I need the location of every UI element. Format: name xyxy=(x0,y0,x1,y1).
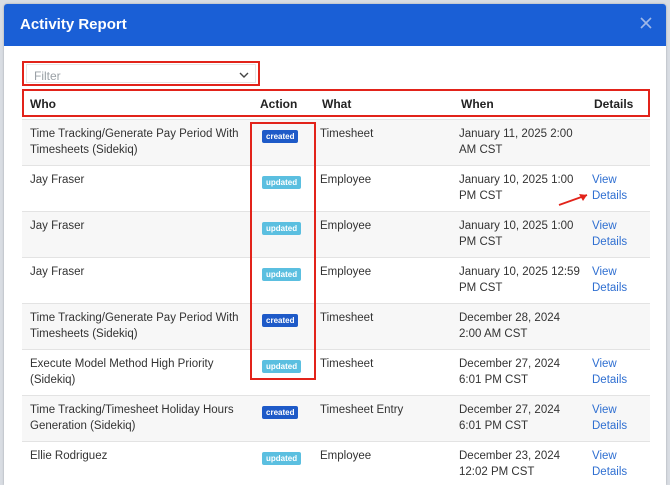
table-row: Time Tracking/Generate Pay Period With T… xyxy=(22,119,650,165)
what-cell: Timesheet Entry xyxy=(320,404,404,416)
column-header-when[interactable]: When xyxy=(461,97,494,111)
column-header-who[interactable]: Who xyxy=(30,97,56,111)
action-badge: created xyxy=(262,314,299,327)
view-details-link[interactable]: View Details xyxy=(592,266,628,294)
action-badge: updated xyxy=(262,360,302,373)
table-row: Execute Model Method High Priority (Side… xyxy=(22,349,650,395)
who-cell: Time Tracking/Generate Pay Period With T… xyxy=(30,128,239,156)
column-header-what[interactable]: What xyxy=(322,97,352,111)
chevron-down-icon[interactable] xyxy=(238,68,250,80)
modal-title: Activity Report xyxy=(20,16,127,33)
what-cell: Employee xyxy=(320,174,372,186)
table-row: Jay Fraser updated Employee January 10, … xyxy=(22,165,650,211)
filter-dropdown[interactable]: Filter xyxy=(22,61,260,86)
when-cell: January 10, 2025 1:00 PM CST xyxy=(459,174,574,202)
action-badge: updated xyxy=(262,222,302,235)
when-cell: January 10, 2025 1:00 PM CST xyxy=(459,220,574,248)
view-details-link[interactable]: View Details xyxy=(592,174,628,202)
action-cell: updated xyxy=(262,174,302,190)
table-row: Ellie Rodriguez updated Employee Decembe… xyxy=(22,441,650,485)
what-cell: Timesheet xyxy=(320,312,374,324)
when-cell: December 27, 2024 6:01 PM CST xyxy=(459,358,561,386)
table-row: Time Tracking/Timesheet Holiday Hours Ge… xyxy=(22,395,650,441)
column-header-action[interactable]: Action xyxy=(260,97,298,111)
filter-select[interactable]: Filter xyxy=(26,64,256,83)
action-badge: updated xyxy=(262,176,302,189)
action-cell: created xyxy=(262,128,299,144)
who-cell: Execute Model Method High Priority (Side… xyxy=(30,358,214,386)
column-header-details[interactable]: Details xyxy=(594,97,634,111)
when-cell: December 23, 2024 12:02 PM CST xyxy=(459,450,561,478)
action-cell: created xyxy=(262,404,299,420)
who-cell: Jay Fraser xyxy=(30,174,85,186)
view-details-link[interactable]: View Details xyxy=(592,358,628,386)
what-cell: Timesheet xyxy=(320,358,374,370)
what-cell: Employee xyxy=(320,220,372,232)
who-cell: Jay Fraser xyxy=(30,220,85,232)
who-cell: Ellie Rodriguez xyxy=(30,450,108,462)
modal-header: Activity Report xyxy=(4,4,666,46)
who-cell: Time Tracking/Timesheet Holiday Hours Ge… xyxy=(30,404,234,432)
what-cell: Employee xyxy=(320,450,372,462)
what-cell: Employee xyxy=(320,266,372,278)
what-cell: Timesheet xyxy=(320,128,374,140)
view-details-link[interactable]: View Details xyxy=(592,450,628,478)
who-cell: Time Tracking/Generate Pay Period With T… xyxy=(30,312,239,340)
action-cell: created xyxy=(262,312,299,328)
table-row: Time Tracking/Generate Pay Period With T… xyxy=(22,303,650,349)
action-badge: updated xyxy=(262,268,302,281)
filter-placeholder: Filter xyxy=(34,69,61,83)
when-cell: December 27, 2024 6:01 PM CST xyxy=(459,404,561,432)
action-cell: updated xyxy=(262,450,302,466)
action-cell: updated xyxy=(262,220,302,236)
arrow-annotation-icon xyxy=(558,194,588,206)
action-badge: created xyxy=(262,130,299,143)
table-header-row: Who Action What When Details xyxy=(22,89,650,117)
activity-report-modal: Activity Report Filter Who Action What W… xyxy=(4,4,666,485)
when-cell: January 10, 2025 12:59 PM CST xyxy=(459,266,580,294)
table-row: Jay Fraser updated Employee January 10, … xyxy=(22,211,650,257)
action-cell: updated xyxy=(262,266,302,282)
view-details-link[interactable]: View Details xyxy=(592,404,628,432)
close-icon[interactable] xyxy=(636,13,656,33)
action-cell: updated xyxy=(262,358,302,374)
table-row: Jay Fraser updated Employee January 10, … xyxy=(22,257,650,303)
action-badge: created xyxy=(262,406,299,419)
view-details-link[interactable]: View Details xyxy=(592,220,628,248)
action-badge: updated xyxy=(262,452,302,465)
when-cell: December 28, 2024 2:00 AM CST xyxy=(459,312,561,340)
who-cell: Jay Fraser xyxy=(30,266,85,278)
when-cell: January 11, 2025 2:00 AM CST xyxy=(459,128,573,156)
